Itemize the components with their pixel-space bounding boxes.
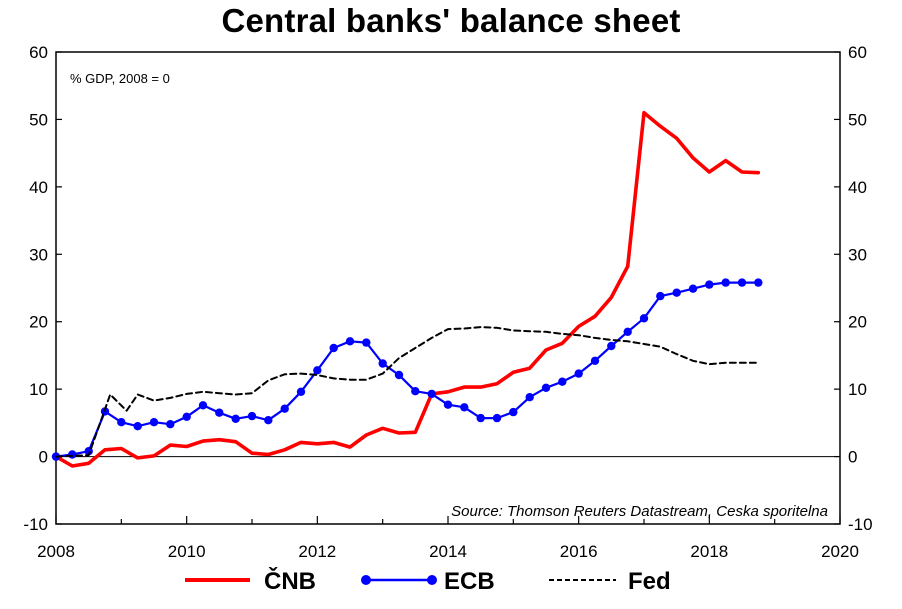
- source-note: Source: Thomson Reuters Datastream, Cesk…: [451, 503, 828, 520]
- legend-marker-ecb-start: [361, 575, 371, 585]
- legend-label-fed: Fed: [628, 568, 671, 595]
- data-point: [329, 343, 338, 353]
- legend-label-cnb: ČNB: [264, 567, 316, 595]
- series-fed: [55, 326, 760, 458]
- data-point: [117, 418, 126, 427]
- x-tick-label: 2012: [298, 542, 336, 561]
- data-point: [166, 420, 175, 429]
- data-point: [541, 383, 551, 392]
- y-tick-label-right: 30: [848, 245, 867, 264]
- y-tick-label-left: 10: [29, 380, 48, 399]
- data-point: [737, 278, 747, 287]
- data-point: [754, 278, 763, 287]
- data-point: [509, 407, 518, 417]
- data-point: [427, 389, 436, 399]
- y-tick-label-right: -10: [848, 515, 873, 534]
- legend-item-fed: Fed: [549, 568, 671, 595]
- data-point: [590, 356, 600, 365]
- series-line: [54, 281, 760, 458]
- legend-label-ecb: ECB: [444, 568, 495, 595]
- data-point: [460, 403, 469, 412]
- y-tick-label-right: 60: [848, 43, 867, 62]
- data-point: [721, 278, 730, 287]
- data-point: [133, 422, 142, 431]
- x-tick-label: 2014: [429, 542, 467, 561]
- y-tick-label-left: 20: [29, 313, 48, 332]
- legend: ČNB ECB Fed: [185, 567, 671, 595]
- data-point: [149, 418, 159, 427]
- data-point: [264, 416, 273, 425]
- series-line: [54, 110, 761, 468]
- y-tick-label-right: 20: [848, 313, 867, 332]
- data-point: [492, 413, 502, 423]
- data-point: [231, 414, 240, 423]
- data-point: [182, 412, 191, 421]
- y-tick-label-right: 0: [848, 448, 857, 467]
- data-point: [296, 387, 306, 396]
- unit-note: % GDP, 2008 = 0: [70, 71, 170, 86]
- data-point: [362, 338, 371, 347]
- y-tick-label-left: -10: [23, 515, 48, 534]
- data-point: [443, 400, 453, 409]
- data-point: [558, 377, 567, 386]
- data-point: [198, 401, 208, 410]
- data-point: [656, 291, 665, 301]
- data-point: [705, 280, 714, 289]
- x-tick-label: 2010: [168, 542, 206, 561]
- y-tick-label-right: 50: [848, 110, 867, 129]
- legend-marker-ecb-end: [427, 575, 437, 585]
- x-tick-label: 2016: [560, 542, 598, 561]
- series-ecb: [51, 278, 763, 461]
- data-point: [313, 366, 322, 375]
- series-cnb: [54, 110, 761, 468]
- data-point: [215, 408, 224, 417]
- data-point: [68, 450, 77, 459]
- data-point: [623, 327, 632, 336]
- data-point: [411, 387, 420, 396]
- series-line: [55, 326, 760, 458]
- plot-frame: [55, 51, 841, 525]
- legend-item-ecb: ECB: [361, 568, 495, 595]
- data-point: [280, 404, 289, 413]
- data-point: [247, 411, 257, 421]
- x-tick-label: 2020: [821, 542, 859, 561]
- y-tick-label-left: 0: [39, 448, 48, 467]
- y-tick-label-left: 30: [29, 245, 48, 264]
- data-point: [672, 288, 681, 297]
- x-tick-label: 2008: [37, 542, 75, 561]
- data-point: [378, 359, 387, 368]
- x-tick-label: 2018: [690, 542, 728, 561]
- data-point: [574, 369, 583, 378]
- chart-title: Central banks' balance sheet: [221, 2, 681, 39]
- data-point: [688, 284, 698, 293]
- data-point: [394, 370, 404, 380]
- data-point: [607, 341, 616, 351]
- data-point: [476, 413, 485, 423]
- data-point: [345, 337, 355, 346]
- series-layer: [51, 110, 763, 468]
- y-tick-label-left: 50: [29, 110, 48, 129]
- y-tick-label-left: 60: [29, 43, 48, 62]
- y-tick-label-right: 40: [848, 178, 867, 197]
- y-tick-label-left: 40: [29, 178, 48, 197]
- data-point: [525, 393, 534, 402]
- y-tick-label-right: 10: [848, 380, 867, 399]
- data-point: [639, 314, 649, 323]
- legend-item-cnb: ČNB: [185, 567, 316, 595]
